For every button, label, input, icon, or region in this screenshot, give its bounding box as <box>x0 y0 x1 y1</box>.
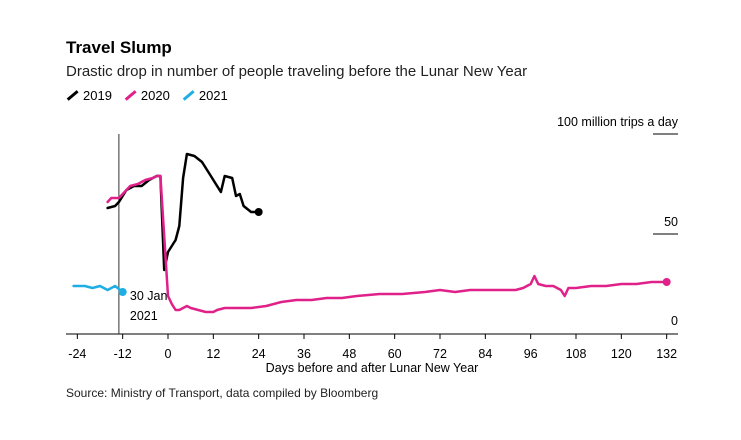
x-tick-label: -24 <box>68 347 86 361</box>
x-tick-label: 84 <box>478 347 492 361</box>
x-tick-label: 48 <box>342 347 356 361</box>
annotation-label-year: 2021 <box>130 309 158 323</box>
x-tick-label: 132 <box>656 347 677 361</box>
x-tick-label: 24 <box>252 347 266 361</box>
source-note: Source: Ministry of Transport, data comp… <box>66 386 379 400</box>
x-tick-label: 60 <box>388 347 402 361</box>
series-end-marker-2019 <box>254 208 263 216</box>
legend-label-2019: 2019 <box>83 88 112 103</box>
series-end-marker-2021 <box>118 288 127 296</box>
series-line-2019 <box>106 152 260 272</box>
y-tick-label: 50 <box>664 215 678 229</box>
legend: 2019 2020 2021 <box>66 88 228 103</box>
annotation-label: 30 Jan. <box>130 289 171 303</box>
x-tick-label: 36 <box>297 347 311 361</box>
x-tick-label: -12 <box>114 347 132 361</box>
x-tick-label: 0 <box>165 347 172 361</box>
series-line-2021 <box>72 284 124 294</box>
x-tick-label: 108 <box>566 347 587 361</box>
y-tick-label: 0 <box>671 314 678 328</box>
y-tick-label: 100 million trips a day <box>557 115 679 129</box>
x-axis-title: Days before and after Lunar New Year <box>266 361 479 375</box>
legend-item-2019: 2019 <box>66 88 112 103</box>
series-end-marker-2020 <box>662 278 671 286</box>
x-tick-label: 96 <box>524 347 538 361</box>
legend-item-2020: 2020 <box>124 88 170 103</box>
chart-title: Travel Slump <box>66 38 172 57</box>
series-line-2020 <box>106 174 668 314</box>
legend-label-2020: 2020 <box>140 88 170 103</box>
x-tick-label: 72 <box>433 347 447 361</box>
legend-label-2021: 2021 <box>198 88 228 103</box>
legend-item-2021: 2021 <box>182 88 228 103</box>
chart-subtitle: Drastic drop in number of people traveli… <box>66 63 528 80</box>
x-tick-label: 120 <box>611 347 632 361</box>
x-tick-label: 12 <box>206 347 220 361</box>
